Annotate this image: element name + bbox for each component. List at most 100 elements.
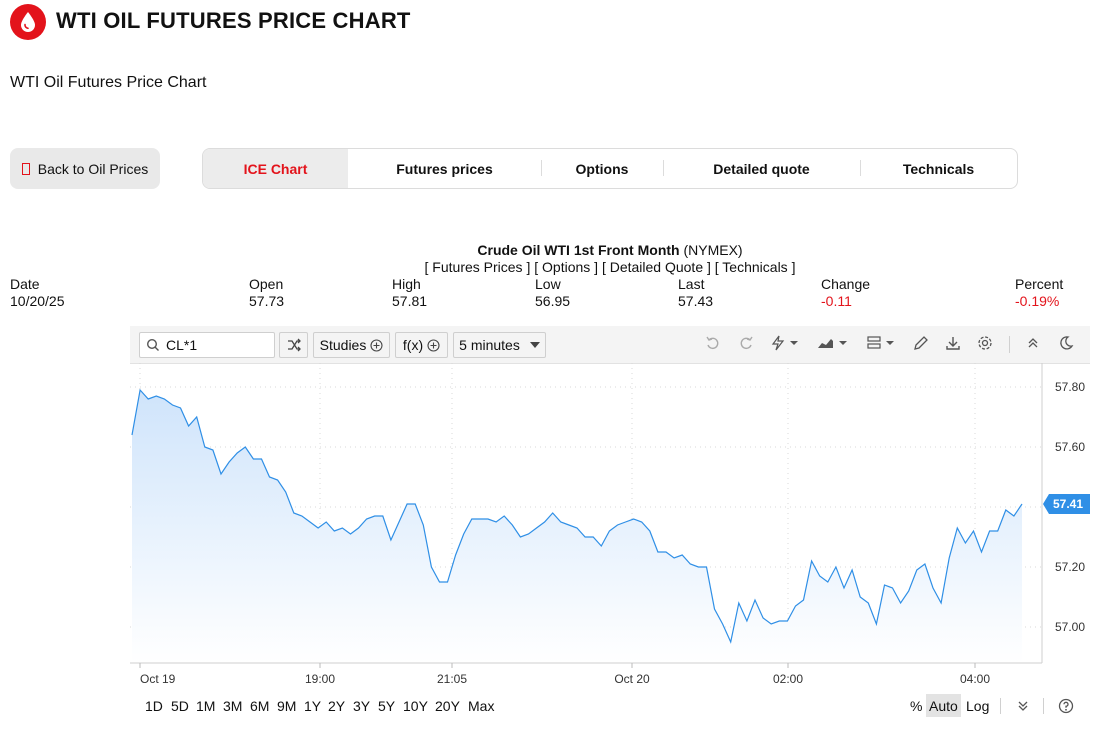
y-tick-label: 57.60 bbox=[1055, 440, 1085, 454]
quote-value-last: 57.43 bbox=[678, 293, 714, 309]
quote-value-percent: -0.19% bbox=[1015, 293, 1060, 309]
undo-icon[interactable] bbox=[705, 335, 721, 351]
y-tick-label: 57.00 bbox=[1055, 620, 1085, 634]
price-line bbox=[131, 388, 1023, 644]
tab-futures-prices[interactable]: Futures prices bbox=[348, 149, 541, 188]
scale-percent-toggle[interactable]: % bbox=[910, 697, 923, 714]
last-price-badge bbox=[1043, 494, 1090, 514]
functions-button[interactable]: f(x) bbox=[395, 332, 448, 358]
range-1m[interactable]: 1M bbox=[196, 698, 216, 714]
quote-value-open: 57.73 bbox=[249, 293, 285, 309]
display-settings-icon[interactable] bbox=[866, 335, 898, 351]
search-icon bbox=[146, 338, 159, 351]
back-to-oil-prices-button[interactable]: Back to Oil Prices bbox=[10, 148, 160, 189]
last-price-label: 57.41 bbox=[1053, 497, 1083, 511]
y-tick-label: 57.20 bbox=[1055, 560, 1085, 574]
interval-value: 5 minutes bbox=[459, 337, 520, 353]
range-3y[interactable]: 3Y bbox=[353, 698, 371, 714]
help-icon[interactable] bbox=[1058, 698, 1074, 714]
range-1d[interactable]: 1D bbox=[145, 698, 163, 714]
tab-label: Detailed quote bbox=[713, 160, 810, 177]
tab-label: Technicals bbox=[902, 160, 975, 177]
quote-header-low: Low bbox=[535, 276, 561, 292]
tab-detailed-quote[interactable]: Detailed quote bbox=[663, 149, 860, 188]
chart-tabs: ICE Chart Futures prices Options Detaile… bbox=[202, 148, 1018, 189]
collapse-up-icon[interactable] bbox=[1026, 335, 1040, 351]
gear-icon[interactable] bbox=[977, 335, 993, 351]
toolbar-divider bbox=[1009, 336, 1010, 353]
oil-drop-logo-icon bbox=[10, 4, 46, 40]
studies-label: Studies bbox=[319, 337, 367, 353]
expand-down-icon[interactable] bbox=[1016, 698, 1030, 714]
tab-ice-chart[interactable]: ICE Chart bbox=[203, 149, 348, 188]
x-tick-label: Oct 20 bbox=[614, 672, 650, 686]
instrument-title: Crude Oil WTI 1st Front Month (NYMEX) bbox=[0, 242, 1103, 258]
range-5d[interactable]: 5D bbox=[171, 698, 189, 714]
scale-log-toggle[interactable]: Log bbox=[966, 697, 990, 714]
shuffle-icon bbox=[287, 338, 301, 352]
pencil-draw-icon[interactable] bbox=[913, 335, 929, 351]
range-3m[interactable]: 3M bbox=[223, 698, 243, 714]
plus-circle-icon bbox=[370, 338, 383, 352]
quote-value-date: 10/20/25 bbox=[10, 293, 65, 309]
link-technicals[interactable]: [ Technicals ] bbox=[714, 259, 796, 275]
quote-header-change: Change bbox=[821, 276, 871, 292]
quote-header-date: Date bbox=[10, 276, 40, 292]
link-detailed-quote[interactable]: [ Detailed Quote ] bbox=[601, 259, 711, 275]
range-selector-bar: 1D 5D 1M 3M 6M 9M 1Y 2Y 3Y 5Y 10Y 20Y Ma… bbox=[130, 689, 1090, 721]
scale-auto-toggle[interactable]: Auto bbox=[926, 694, 961, 717]
instrument-exchange: (NYMEX) bbox=[683, 242, 743, 258]
quote-header-high: High bbox=[392, 276, 421, 292]
download-icon[interactable] bbox=[945, 335, 961, 351]
back-arrow-icon bbox=[21, 162, 30, 175]
plus-circle-icon bbox=[427, 338, 440, 352]
y-tick-label: 57.80 bbox=[1055, 380, 1085, 394]
x-tick-label: 02:00 bbox=[773, 672, 803, 686]
page-title: WTI OIL FUTURES PRICE CHART bbox=[56, 8, 411, 33]
quote-value-low: 56.95 bbox=[535, 293, 571, 309]
range-max[interactable]: Max bbox=[468, 698, 495, 714]
tab-label: Options bbox=[575, 160, 629, 177]
link-futures-prices[interactable]: [ Futures Prices ] bbox=[424, 259, 531, 275]
bottom-divider bbox=[1043, 698, 1044, 714]
link-options[interactable]: [ Options ] bbox=[534, 259, 599, 275]
back-button-label: Back to Oil Prices bbox=[37, 160, 149, 177]
compare-button[interactable] bbox=[279, 332, 308, 358]
tab-technicals[interactable]: Technicals bbox=[860, 149, 1017, 188]
range-5y[interactable]: 5Y bbox=[378, 698, 396, 714]
range-20y[interactable]: 20Y bbox=[435, 698, 460, 714]
price-chart[interactable]: 57.80 57.60 57.20 57.00 Oct 19 19:00 21:05 Oct … bbox=[130, 363, 1090, 689]
chart-type-icon[interactable] bbox=[817, 335, 849, 351]
interval-select[interactable]: 5 minutes bbox=[453, 332, 546, 358]
quote-links: [ Futures Prices ] [ Options ] [ Detaile… bbox=[0, 259, 1103, 275]
quote-value-change: -0.11 bbox=[821, 293, 852, 309]
x-tick-label: 19:00 bbox=[305, 672, 335, 686]
range-6m[interactable]: 6M bbox=[250, 698, 270, 714]
x-tick-label: 21:05 bbox=[437, 672, 467, 686]
symbol-value: CL*1 bbox=[166, 337, 198, 353]
redo-icon[interactable] bbox=[738, 335, 754, 351]
page-subtitle: WTI Oil Futures Price Chart bbox=[10, 74, 207, 91]
studies-button[interactable]: Studies bbox=[313, 332, 390, 358]
x-tick-label: 04:00 bbox=[960, 672, 990, 686]
quote-header-last: Last bbox=[678, 276, 705, 292]
tab-options[interactable]: Options bbox=[541, 149, 663, 188]
range-1y[interactable]: 1Y bbox=[304, 698, 322, 714]
quote-header-open: Open bbox=[249, 276, 284, 292]
functions-label: f(x) bbox=[402, 337, 424, 353]
chart-toolbar: CL*1 Studies f(x) 5 minutes bbox=[130, 326, 1090, 364]
tab-label: ICE Chart bbox=[243, 160, 308, 177]
moon-dark-mode-icon[interactable] bbox=[1058, 335, 1074, 351]
symbol-search-input[interactable]: CL*1 bbox=[139, 332, 275, 358]
events-lightning-icon[interactable] bbox=[770, 335, 800, 351]
range-10y[interactable]: 10Y bbox=[403, 698, 428, 714]
x-tick-label: Oct 19 bbox=[140, 672, 176, 686]
quote-value-high: 57.81 bbox=[392, 293, 428, 309]
oil-drop-icon bbox=[21, 12, 35, 32]
quote-header-percent: Percent bbox=[1015, 276, 1064, 292]
instrument-name: Crude Oil WTI 1st Front Month bbox=[477, 242, 680, 258]
range-2y[interactable]: 2Y bbox=[328, 698, 346, 714]
range-9m[interactable]: 9M bbox=[277, 698, 297, 714]
tab-label: Futures prices bbox=[396, 160, 493, 177]
price-area-fill bbox=[132, 390, 1022, 663]
